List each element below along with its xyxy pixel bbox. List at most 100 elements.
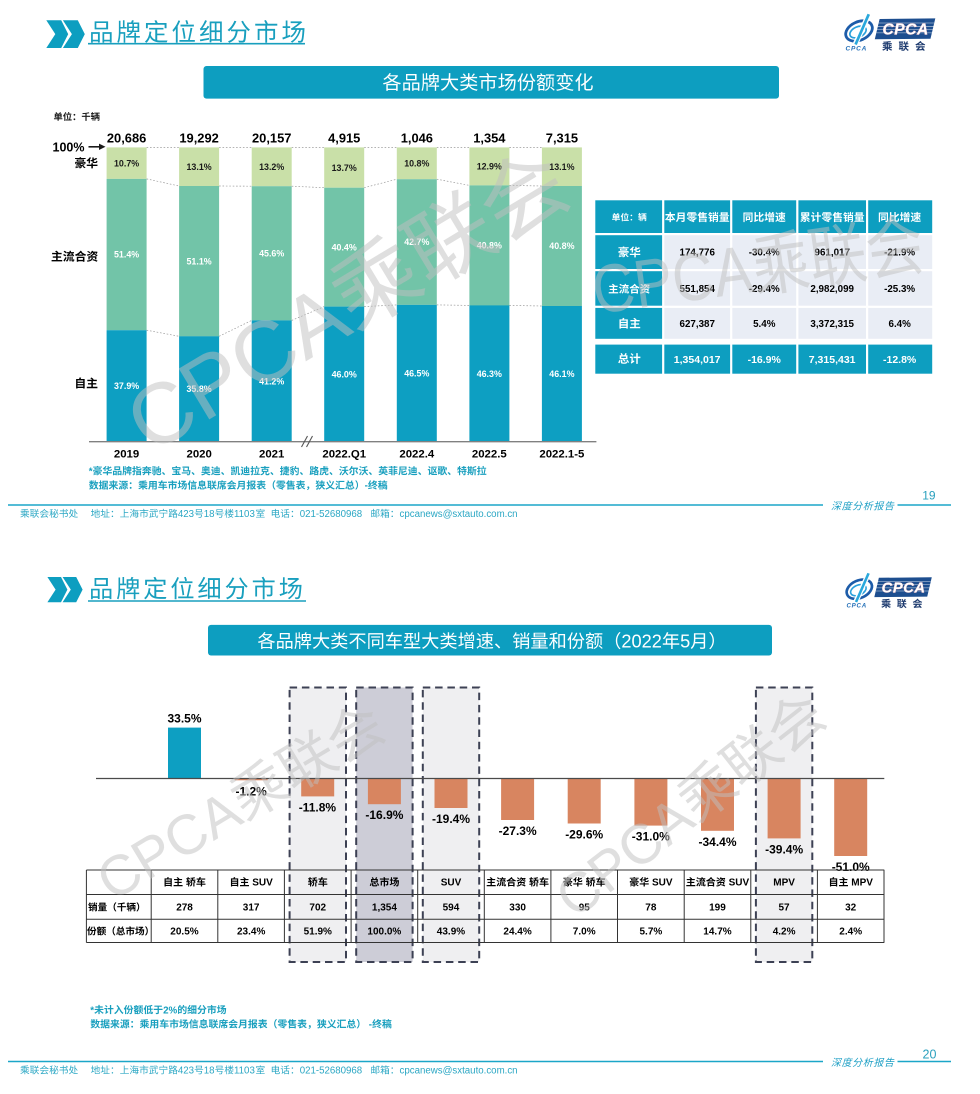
svg-text:423: 423 — [178, 509, 194, 520]
svg-text:3,372,315: 3,372,315 — [810, 319, 854, 330]
svg-text:2,982,099: 2,982,099 — [810, 284, 854, 295]
svg-text:*: * — [89, 466, 93, 477]
svg-text:627,387: 627,387 — [680, 319, 716, 330]
svg-text:2022.Q1: 2022.Q1 — [322, 449, 366, 461]
svg-text:57: 57 — [779, 903, 791, 914]
svg-text:2%: 2% — [163, 1005, 177, 1016]
svg-text:14.7%: 14.7% — [703, 927, 731, 938]
svg-text:-31.0%: -31.0% — [632, 830, 670, 844]
svg-text:45.6%: 45.6% — [259, 249, 284, 259]
svg-text:41.2%: 41.2% — [259, 376, 284, 386]
svg-text:-19.4%: -19.4% — [432, 812, 470, 826]
svg-text:37.9%: 37.9% — [114, 381, 139, 391]
svg-text:18: 18 — [204, 509, 215, 520]
svg-text:-16.9%: -16.9% — [365, 808, 403, 822]
svg-text:2022.5: 2022.5 — [472, 449, 508, 461]
svg-text:1,354,017: 1,354,017 — [674, 354, 721, 366]
svg-text:7.0%: 7.0% — [573, 927, 596, 938]
svg-text:551,854: 551,854 — [680, 284, 716, 295]
svg-text:46.3%: 46.3% — [477, 369, 502, 379]
svg-text:40.8%: 40.8% — [477, 241, 502, 251]
svg-text:2022: 2022 — [621, 632, 661, 652]
svg-text:19: 19 — [922, 489, 936, 503]
svg-text:4.2%: 4.2% — [773, 927, 796, 938]
svg-text:2022.1-5: 2022.1-5 — [539, 449, 585, 461]
svg-text:51.4%: 51.4% — [114, 250, 139, 260]
svg-text:317: 317 — [243, 903, 260, 914]
svg-text:1,354: 1,354 — [473, 131, 506, 146]
svg-text:46.0%: 46.0% — [332, 369, 357, 379]
svg-text:6.4%: 6.4% — [889, 319, 912, 330]
svg-text:-27.3%: -27.3% — [499, 824, 537, 838]
svg-text:MPV: MPV — [773, 878, 795, 889]
svg-text:-16.9%: -16.9% — [748, 354, 782, 366]
svg-text:CPCA: CPCA — [883, 22, 929, 39]
svg-text:-34.4%: -34.4% — [699, 835, 737, 849]
svg-text:40.4%: 40.4% — [332, 242, 357, 252]
svg-text:-12.8%: -12.8% — [883, 354, 917, 366]
svg-text:12.9%: 12.9% — [477, 162, 502, 172]
svg-text:2020: 2020 — [187, 449, 212, 461]
svg-text:1103: 1103 — [234, 1066, 255, 1077]
svg-text:-21.9%: -21.9% — [884, 248, 915, 259]
svg-text:20,686: 20,686 — [107, 131, 146, 146]
svg-text:40.8%: 40.8% — [549, 241, 574, 251]
svg-text:7,315: 7,315 — [546, 131, 578, 146]
svg-text:199: 199 — [709, 903, 726, 914]
svg-text:51.9%: 51.9% — [304, 927, 332, 938]
svg-text:278: 278 — [176, 903, 193, 914]
svg-text:51.1%: 51.1% — [187, 256, 212, 266]
svg-text:33.5%: 33.5% — [168, 711, 202, 725]
svg-text:-29.6%: -29.6% — [565, 828, 603, 842]
svg-text:1,354: 1,354 — [372, 903, 397, 914]
svg-text:702: 702 — [309, 903, 326, 914]
svg-text:5: 5 — [680, 632, 690, 652]
svg-text:13.1%: 13.1% — [187, 162, 212, 172]
svg-text:2021: 2021 — [259, 449, 285, 461]
svg-text:4,915: 4,915 — [328, 131, 360, 146]
svg-text:CPCA: CPCA — [846, 46, 868, 53]
svg-text:-: - — [365, 481, 368, 492]
svg-text:46.5%: 46.5% — [404, 369, 429, 379]
svg-text:20: 20 — [923, 1047, 937, 1061]
svg-text:7,315,431: 7,315,431 — [809, 354, 856, 366]
svg-text:021-52680968: 021-52680968 — [300, 509, 363, 520]
svg-text:2022.4: 2022.4 — [399, 449, 435, 461]
svg-text:5.4%: 5.4% — [753, 319, 776, 330]
svg-text:961,017: 961,017 — [815, 248, 851, 259]
svg-text:-: - — [369, 1020, 372, 1031]
svg-text:2019: 2019 — [114, 449, 139, 461]
svg-text:23.4%: 23.4% — [237, 927, 265, 938]
svg-text:-30.4%: -30.4% — [749, 248, 780, 259]
svg-text:100.0%: 100.0% — [367, 927, 401, 938]
svg-text:CPCA: CPCA — [882, 581, 926, 597]
svg-text:021-52680968: 021-52680968 — [300, 1066, 363, 1077]
svg-text:1,046: 1,046 — [401, 131, 433, 146]
svg-text:10.8%: 10.8% — [404, 159, 429, 169]
svg-text:MPV: MPV — [851, 878, 873, 889]
svg-text:cpcanews@sxtauto.com.cn: cpcanews@sxtauto.com.cn — [400, 1066, 518, 1077]
svg-text:594: 594 — [443, 903, 460, 914]
svg-text:46.1%: 46.1% — [549, 369, 574, 379]
svg-text:-25.3%: -25.3% — [884, 284, 915, 295]
svg-text:cpcanews@sxtauto.com.cn: cpcanews@sxtauto.com.cn — [400, 509, 518, 520]
svg-text:20.5%: 20.5% — [170, 927, 198, 938]
svg-text:SUV: SUV — [652, 878, 673, 889]
svg-text:20,157: 20,157 — [252, 131, 291, 146]
svg-text:10.7%: 10.7% — [114, 158, 139, 168]
svg-text:13.2%: 13.2% — [259, 162, 284, 172]
svg-text:*: * — [90, 1005, 94, 1016]
svg-text:32: 32 — [845, 903, 857, 914]
svg-text:18: 18 — [204, 1066, 215, 1077]
svg-text:19,292: 19,292 — [179, 131, 218, 146]
svg-text:SUV: SUV — [252, 878, 273, 889]
svg-text:174,776: 174,776 — [680, 248, 716, 259]
svg-text:330: 330 — [509, 903, 526, 914]
svg-text:-39.4%: -39.4% — [765, 842, 803, 856]
svg-text:13.7%: 13.7% — [332, 163, 357, 173]
svg-text:13.1%: 13.1% — [549, 162, 574, 172]
svg-text:SUV: SUV — [441, 878, 462, 889]
svg-text:423: 423 — [178, 1066, 194, 1077]
svg-text:CPCA: CPCA — [846, 603, 866, 610]
svg-text:35.8%: 35.8% — [187, 384, 212, 394]
